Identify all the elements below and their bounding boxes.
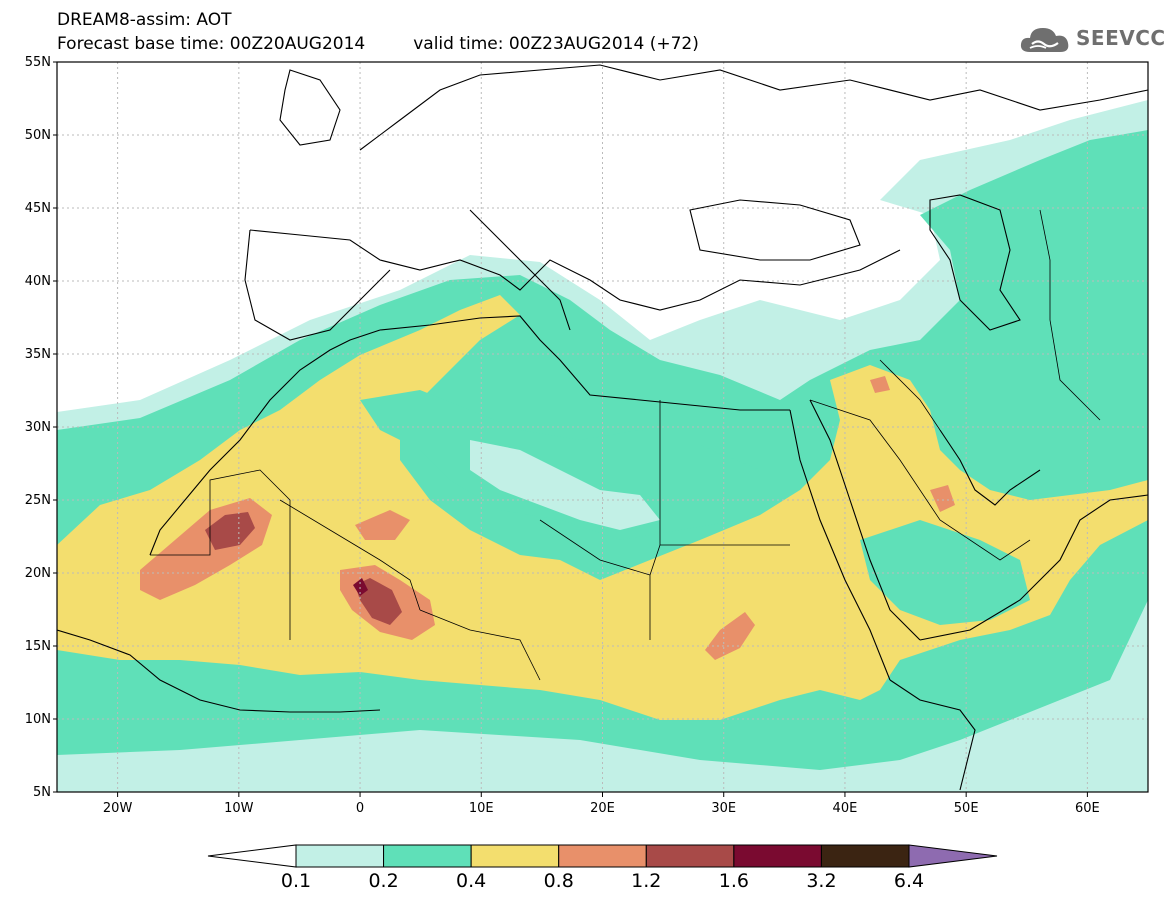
lat-label-6: 25N xyxy=(25,493,51,508)
coastline-west-africa xyxy=(149,329,381,556)
colorbar-label-5: 1.6 xyxy=(719,870,749,892)
aot-patch-teal-sahara xyxy=(360,390,780,540)
coastline-persian-gulf xyxy=(939,429,1041,506)
coastline-britain xyxy=(279,69,341,146)
coastline-gulf-of-guinea xyxy=(57,629,381,713)
coastline-caspian xyxy=(929,194,1021,331)
colorbar-label-0: 0.1 xyxy=(281,870,311,892)
valid-time: valid time: 00Z23AUG2014 (+72) xyxy=(413,34,699,54)
gridlines xyxy=(57,62,1148,792)
colorbar-label-6: 3.2 xyxy=(806,870,836,892)
border-libya-chad xyxy=(539,519,651,576)
coastline-north-europe xyxy=(359,64,1148,151)
colorbar-swatch-3 xyxy=(558,844,647,868)
latitude-labels: 55N 50N 45N 40N 35N 30N 25N 20N 15N 10N 5N xyxy=(25,55,57,800)
colorbar-label-3: 0.8 xyxy=(544,870,574,892)
map-title: DREAM8-assim: AOT xyxy=(57,10,232,30)
colorbar-arrow-high xyxy=(908,844,998,868)
lon-label-5: 30E xyxy=(711,801,736,816)
coastline-horn-of-africa xyxy=(889,679,976,791)
colorbar-swatch-4 xyxy=(645,844,735,868)
coastline-black-sea xyxy=(689,199,861,261)
lat-label-5: 30N xyxy=(25,420,51,435)
border-algeria-mali xyxy=(279,499,421,611)
lat-label-2: 45N xyxy=(25,201,51,216)
longitude-labels: 20W 10W 0 10E 20E 30E 40E 50E 60E xyxy=(103,792,1100,816)
border-mauritania xyxy=(150,469,291,640)
aot-patch-cyan-libya xyxy=(470,440,660,530)
border-iran-afghanistan xyxy=(1039,209,1101,421)
seevccc-logo: SEEVCCC xyxy=(1018,22,1165,56)
lat-label-8: 15N xyxy=(25,639,51,654)
colorbar-swatch-2 xyxy=(470,844,560,868)
border-iraq-iran xyxy=(879,359,941,431)
lat-label-7: 20N xyxy=(25,566,51,581)
lon-label-4: 20E xyxy=(590,801,615,816)
colorbar-swatch-0 xyxy=(295,844,385,868)
lon-label-0: 20W xyxy=(103,801,133,816)
country-borders xyxy=(150,209,1101,681)
lon-label-2: 0 xyxy=(356,801,364,816)
lat-label-9: 10N xyxy=(25,712,51,727)
coastline-north-africa xyxy=(379,315,790,411)
aot-patch-orange-arabia xyxy=(930,485,955,512)
aot-patch-teal-arabia xyxy=(860,520,1030,625)
border-nigeria xyxy=(419,609,541,681)
lon-label-8: 60E xyxy=(1075,801,1100,816)
coastline-iberia xyxy=(244,229,391,341)
time-info: Forecast base time: 00Z20AUG2014 valid ti… xyxy=(57,34,699,54)
colorbar: 0.1 0.2 0.4 0.8 1.2 1.6 3.2 6.4 xyxy=(207,844,998,892)
coastline-arabia-south xyxy=(919,494,1148,641)
aot-patch-orange-algeria xyxy=(355,510,410,540)
colorbar-swatch-5 xyxy=(733,844,822,868)
colorbar-arrow-low xyxy=(207,844,297,868)
colorbar-label-1: 0.2 xyxy=(368,870,398,892)
coastline-red-sea-east xyxy=(809,399,921,641)
lon-label-7: 50E xyxy=(954,801,979,816)
lon-label-1: 10W xyxy=(224,801,254,816)
aot-patch-orange-iraq xyxy=(870,376,890,393)
colorbar-label-7: 6.4 xyxy=(894,870,924,892)
border-libya-egypt xyxy=(649,400,661,640)
aot-patch-orange-sudan xyxy=(705,612,755,660)
coastlines xyxy=(57,64,1148,791)
lat-label-1: 50N xyxy=(25,128,51,143)
lat-label-4: 35N xyxy=(25,347,51,362)
logo-text: SEEVCCC xyxy=(1076,26,1165,50)
cloud-icon xyxy=(1020,28,1069,52)
colorbar-swatch-1 xyxy=(383,844,472,868)
coastline-italy xyxy=(469,209,571,331)
aot-patch-brown-mauritania xyxy=(205,512,255,550)
coastline-europe-south xyxy=(249,229,901,311)
forecast-base-time: Forecast base time: 00Z20AUG2014 xyxy=(57,34,366,54)
lat-label-3: 40N xyxy=(25,274,51,289)
border-saudi xyxy=(809,399,1031,561)
lat-label-0: 55N xyxy=(25,55,51,70)
lon-label-6: 40E xyxy=(833,801,858,816)
colorbar-label-4: 1.2 xyxy=(631,870,661,892)
aot-field xyxy=(57,100,1148,792)
colorbar-label-2: 0.4 xyxy=(456,870,486,892)
coastline-red-sea-west xyxy=(789,409,891,681)
lon-label-3: 10E xyxy=(469,801,494,816)
colorbar-swatch-6 xyxy=(820,844,910,868)
lat-label-10: 5N xyxy=(33,785,51,800)
aot-band-0.4 xyxy=(57,295,1148,720)
